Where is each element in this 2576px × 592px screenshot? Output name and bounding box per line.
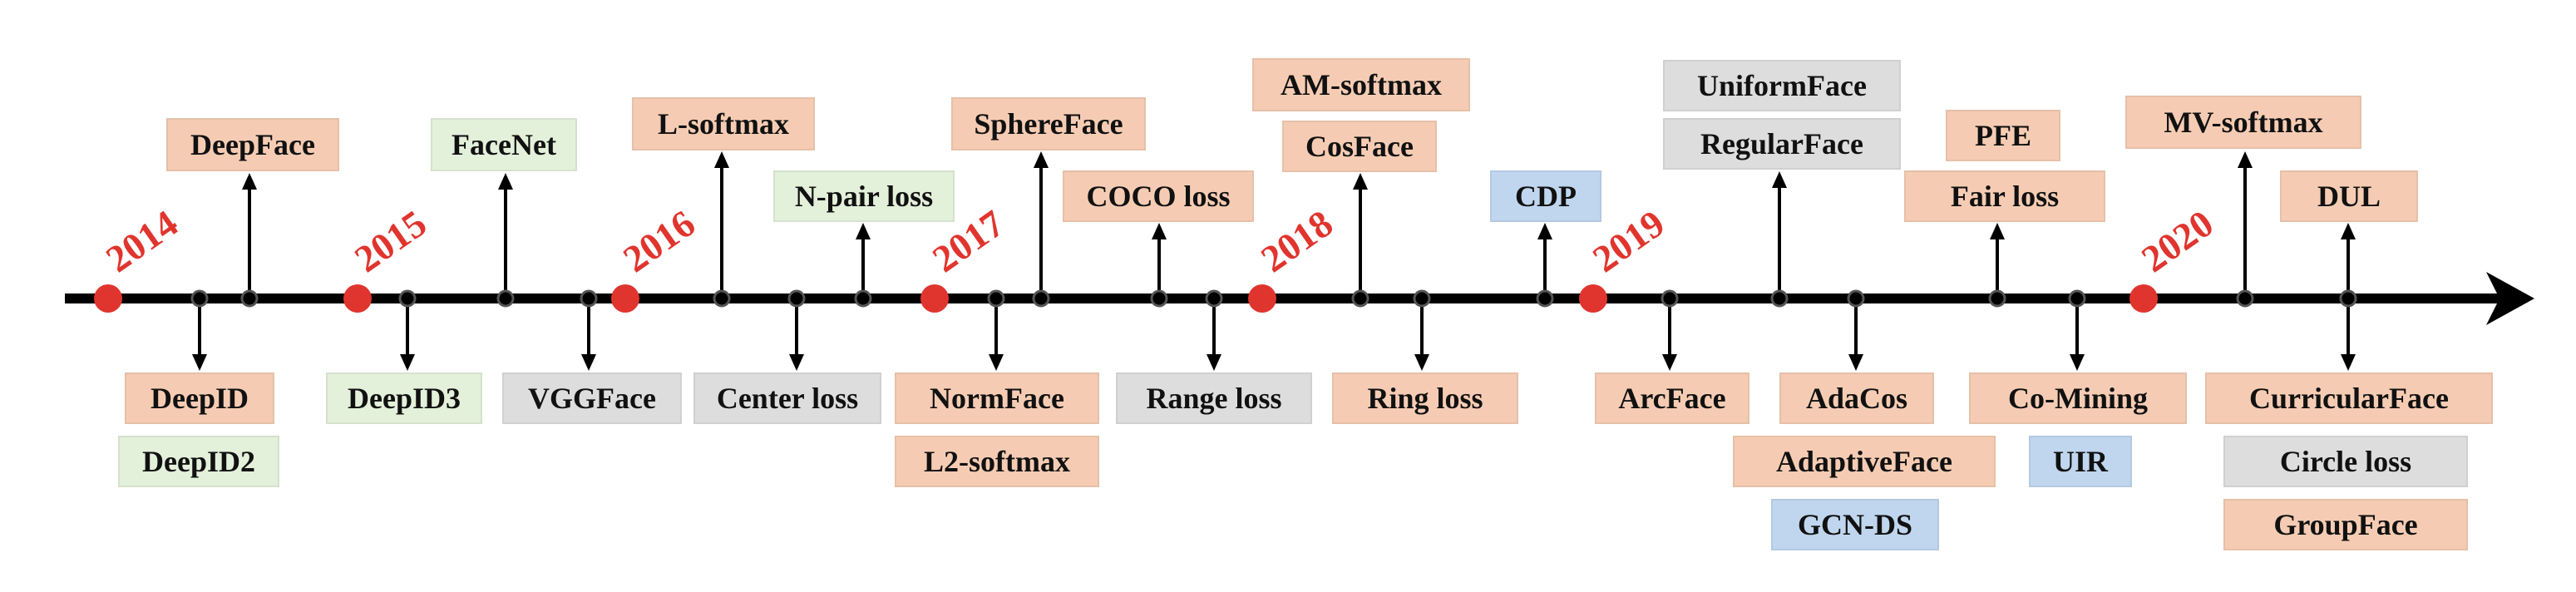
connector-up-arrow	[714, 151, 729, 168]
method-box-l2-softmax: L2-softmax	[895, 436, 1099, 487]
timeline-tick-dot	[1150, 289, 1168, 308]
timeline-tick-dot	[2339, 289, 2357, 308]
timeline-tick-dot	[854, 289, 872, 308]
method-box-adacos: AdaCos	[1779, 372, 1934, 424]
method-box-mv-softmax: MV-softmax	[2125, 96, 2361, 149]
method-box-uir: UIR	[2029, 436, 2132, 487]
connector-down-arrow	[989, 354, 1004, 371]
connector-down-arrow	[581, 354, 596, 371]
year-dot-2015	[343, 284, 372, 313]
timeline-tick-dot	[496, 289, 515, 308]
method-box-pfe: PFE	[1946, 110, 2060, 161]
year-dot-2014	[94, 284, 122, 313]
connector-up-arrow	[2341, 223, 2356, 239]
timeline-axis-arrowhead	[2486, 272, 2534, 325]
method-box-deepid: DeepID	[125, 372, 274, 424]
method-box-cdp: CDP	[1490, 170, 1601, 222]
method-box-l-softmax: L-softmax	[632, 97, 815, 150]
connector-up-arrow	[1990, 223, 2005, 239]
timeline-tick-dot	[580, 289, 598, 308]
connector-up-arrow	[1152, 223, 1167, 239]
method-box-center-loss: Center loss	[693, 372, 881, 424]
connector-down-arrow	[2341, 354, 2356, 371]
method-box-deepid3: DeepID3	[326, 372, 482, 424]
method-box-sphereface: SphereFace	[951, 97, 1146, 150]
method-box-co-mining: Co-Mining	[1969, 372, 2187, 424]
connector-up-arrow	[2238, 151, 2253, 168]
connector-down-arrow	[400, 354, 415, 371]
timeline-tick-dot	[190, 289, 209, 308]
connector-down-arrow	[192, 354, 207, 371]
method-box-curricularface: CurricularFace	[2205, 372, 2493, 424]
timeline-tick-dot	[1413, 289, 1431, 308]
timeline-tick-dot	[787, 289, 806, 308]
method-box-arcface: ArcFace	[1595, 372, 1749, 424]
timeline-tick-dot	[1770, 289, 1789, 308]
method-box-dul: DUL	[2280, 170, 2418, 222]
method-box-deepid2: DeepID2	[118, 436, 279, 487]
timeline-tick-dot	[1351, 289, 1369, 308]
method-box-ring-loss: Ring loss	[1332, 372, 1518, 424]
connector-down-arrow	[1848, 354, 1863, 371]
year-dot-2020	[2129, 284, 2158, 313]
timeline-tick-dot	[398, 289, 417, 308]
method-box-range-loss: Range loss	[1116, 372, 1312, 424]
method-box-fair-loss: Fair loss	[1904, 170, 2105, 222]
timeline-tick-dot	[1536, 289, 1554, 308]
year-dot-2016	[611, 284, 639, 313]
year-dot-2017	[920, 284, 949, 313]
method-box-uniformface: UniformFace	[1663, 60, 1901, 111]
connector-down-arrow	[2070, 354, 2085, 371]
connector-down-arrow	[789, 354, 804, 371]
method-box-groupface: GroupFace	[2223, 499, 2468, 550]
connector-up-arrow	[856, 223, 871, 239]
timeline-tick-dot	[240, 289, 259, 308]
method-box-coco-loss: COCO loss	[1063, 170, 1254, 222]
timeline-tick-dot	[1032, 289, 1050, 308]
year-dot-2018	[1248, 284, 1276, 313]
method-box-gcn-ds: GCN-DS	[1771, 499, 1939, 550]
connector-down-arrow	[1662, 354, 1677, 371]
timeline-tick-dot	[713, 289, 731, 308]
timeline-tick-dot	[987, 289, 1005, 308]
method-box-deepface: DeepFace	[166, 118, 339, 171]
method-box-normface: NormFace	[895, 372, 1099, 424]
method-box-vggface: VGGFace	[502, 372, 682, 424]
connector-down-arrow	[1414, 354, 1429, 371]
method-box-circle-loss: Circle loss	[2223, 436, 2468, 487]
timeline-tick-dot	[1205, 289, 1223, 308]
timeline-tick-dot	[1988, 289, 2006, 308]
method-box-regularface: RegularFace	[1663, 118, 1901, 170]
connector-up-arrow	[498, 173, 513, 190]
connector-up-arrow	[242, 173, 257, 190]
timeline-tick-dot	[1847, 289, 1865, 308]
timeline-tick-dot	[1661, 289, 1679, 308]
method-box-facenet: FaceNet	[431, 118, 577, 171]
connector-up-arrow	[1353, 173, 1368, 190]
connector-up-arrow	[1772, 171, 1787, 188]
method-box-n-pair-loss: N-pair loss	[773, 170, 955, 222]
method-box-adaptiveface: AdaptiveFace	[1733, 436, 1996, 487]
connector-up-arrow	[1034, 151, 1049, 168]
timeline-tick-dot	[2236, 289, 2254, 308]
method-box-cosface: CosFace	[1282, 121, 1437, 172]
connector-down-arrow	[1207, 354, 1221, 371]
timeline-tick-dot	[2068, 289, 2086, 308]
connector-up-arrow	[1537, 223, 1552, 239]
year-dot-2019	[1579, 284, 1607, 313]
method-box-am-softmax: AM-softmax	[1252, 58, 1470, 111]
